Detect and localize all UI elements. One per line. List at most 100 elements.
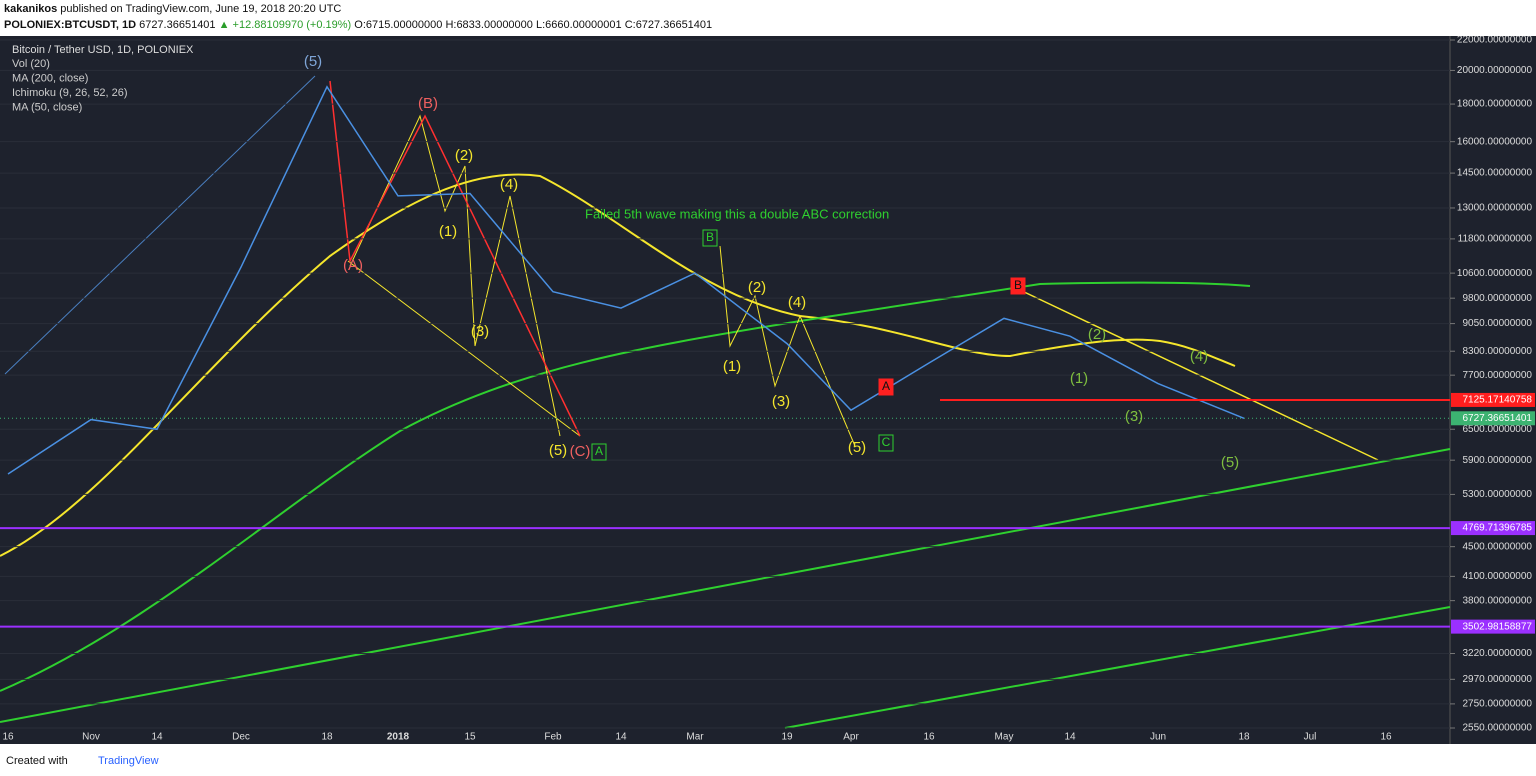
x-tick-label: Jul: [1304, 732, 1317, 743]
x-tick-label: Dec: [232, 732, 250, 743]
indicator-label: MA (50, close): [12, 101, 82, 113]
y-tick-label: 10600.00000000: [1457, 268, 1533, 279]
publish-line: kakanikos published on TradingView.com, …: [4, 3, 341, 15]
wave-box: [591, 443, 607, 461]
wave-label: (1): [723, 358, 741, 375]
y-tick-label: 2750.00000000: [1462, 699, 1532, 710]
x-tick-label: 19: [781, 732, 793, 743]
published-text: published on TradingView.com, June 19, 2…: [60, 3, 342, 15]
x-tick-label: Jun: [1150, 732, 1166, 743]
y-tick-label: 4500.00000000: [1462, 541, 1532, 552]
x-tick-label: 16: [1380, 732, 1392, 743]
wave-label: (5): [848, 439, 866, 456]
wave-label: C: [882, 435, 891, 449]
x-tick-label: Feb: [544, 732, 562, 743]
y-tick-label: 5900.00000000: [1462, 455, 1532, 466]
annotation-note: Failed 5th wave making this a double ABC…: [585, 206, 889, 221]
price-label-box: [1451, 521, 1535, 536]
y-tick-label: 5300.00000000: [1462, 489, 1532, 500]
price-label: 7125.17140758: [1462, 395, 1532, 406]
wave-label: (4): [788, 294, 806, 311]
y-tick-label: 2550.00000000: [1462, 723, 1532, 734]
change: ▲ +12.88109970 (+0.19%): [218, 19, 352, 31]
y-tick-label: 7700.00000000: [1462, 370, 1532, 381]
plot: 22000.00000000 20000.00000000 18000.000000…: [0, 36, 1535, 743]
y-tick-label: 16000.00000000: [1457, 136, 1533, 147]
wave-label: A: [595, 444, 603, 458]
x-tick-label: May: [995, 732, 1014, 743]
header: kakanikos published on TradingView.com, …: [0, 0, 1536, 36]
price-label-box: [1451, 411, 1535, 426]
x-tick-label: 16: [923, 732, 935, 743]
ma-200-line: [0, 281, 1251, 692]
wave-box: [702, 229, 718, 247]
wave-label: (4): [500, 176, 518, 193]
wave-lines: [347, 114, 856, 447]
x-tick-label: 18: [321, 732, 333, 743]
wave-label: (1): [439, 223, 457, 240]
chart-title: Bitcoin / Tether USD, 1D, POLONIEX: [12, 44, 194, 56]
price-label: 6727.36651401: [1462, 413, 1532, 424]
wave-label: (2): [1088, 326, 1106, 343]
brand-link[interactable]: TradingView: [98, 755, 159, 767]
wave-label: (A): [343, 257, 363, 274]
footer: Created with TradingView: [0, 744, 1536, 776]
y-tick-label: 18000.00000000: [1457, 99, 1533, 110]
x-tick-label: Apr: [843, 732, 859, 743]
price-label-box: [1451, 619, 1535, 634]
open: O:6715.00000000: [354, 19, 443, 31]
price-label: 4769.71396785: [1462, 523, 1532, 534]
x-tick-label: 14: [615, 732, 627, 743]
x-tick-label: Mar: [686, 732, 704, 743]
x-tick-label: 16: [2, 732, 14, 743]
y-tick-label: 22000.00000000: [1457, 36, 1533, 46]
created-text: Created with: [6, 755, 68, 767]
wave-lines: [329, 80, 581, 437]
low: L:6660.00000001: [535, 19, 622, 31]
y-tick-label: 20000.00000000: [1457, 65, 1533, 76]
wave-label: (C): [570, 443, 591, 460]
y-tick-label: 2970.00000000: [1462, 674, 1532, 685]
y-tick-label: 3220.00000000: [1462, 648, 1532, 659]
quote-line: POLONIEX:BTCUSDT, 1D 6727.36651401 ▲ +12…: [4, 19, 712, 31]
wave-label: (2): [455, 147, 473, 164]
x-tick-label: Nov: [82, 732, 100, 743]
wave-label: (3): [1125, 408, 1143, 425]
x-tick-label: 14: [151, 732, 163, 743]
y-tick-label: 4100.00000000: [1462, 571, 1532, 582]
wave-label: (5): [1221, 454, 1239, 471]
indicator-label: MA (200, close): [12, 72, 88, 84]
wave-label: (2): [748, 279, 766, 296]
chart: 22000.00000000 20000.00000000 18000.000000…: [0, 36, 1536, 744]
price-label: 3502.98158877: [1462, 621, 1532, 632]
wave-label: B: [1014, 278, 1022, 292]
y-tick-label: 13000.00000000: [1457, 203, 1533, 214]
y-tick-label: 6500.00000000: [1462, 424, 1532, 435]
wave-label: B: [706, 230, 714, 244]
close: C:6727.36651401: [624, 19, 713, 31]
wave-box: [1010, 277, 1026, 295]
wave-label: (B): [418, 95, 438, 112]
publisher[interactable]: kakanikos: [4, 3, 58, 15]
x-tick-label: 18: [1238, 732, 1250, 743]
wave-label: (4): [1190, 348, 1208, 365]
y-tick-label: 9050.00000000: [1462, 318, 1532, 329]
wave-label: (3): [772, 393, 790, 410]
price-line: [7, 85, 1245, 475]
price-label-box: [1451, 392, 1535, 407]
indicator-label: Ichimoku (9, 26, 52, 26): [12, 87, 128, 99]
y-tick-label: 14500.00000000: [1457, 168, 1533, 179]
wave-label: (5): [549, 442, 567, 459]
wave-label: (5): [304, 53, 322, 70]
wave-box: [878, 434, 894, 452]
price: 6727.36651401: [139, 19, 216, 31]
y-tick-label: 9800.00000000: [1462, 293, 1532, 304]
ma-50-line: [0, 173, 1236, 557]
x-tick-label: 2018: [387, 732, 410, 743]
indicator-label: Vol (20): [12, 58, 50, 70]
y-tick-label: 8300.00000000: [1462, 346, 1532, 357]
trend-line: [4, 75, 316, 375]
wave-label: (1): [1070, 370, 1088, 387]
x-tick-label: 14: [1064, 732, 1076, 743]
